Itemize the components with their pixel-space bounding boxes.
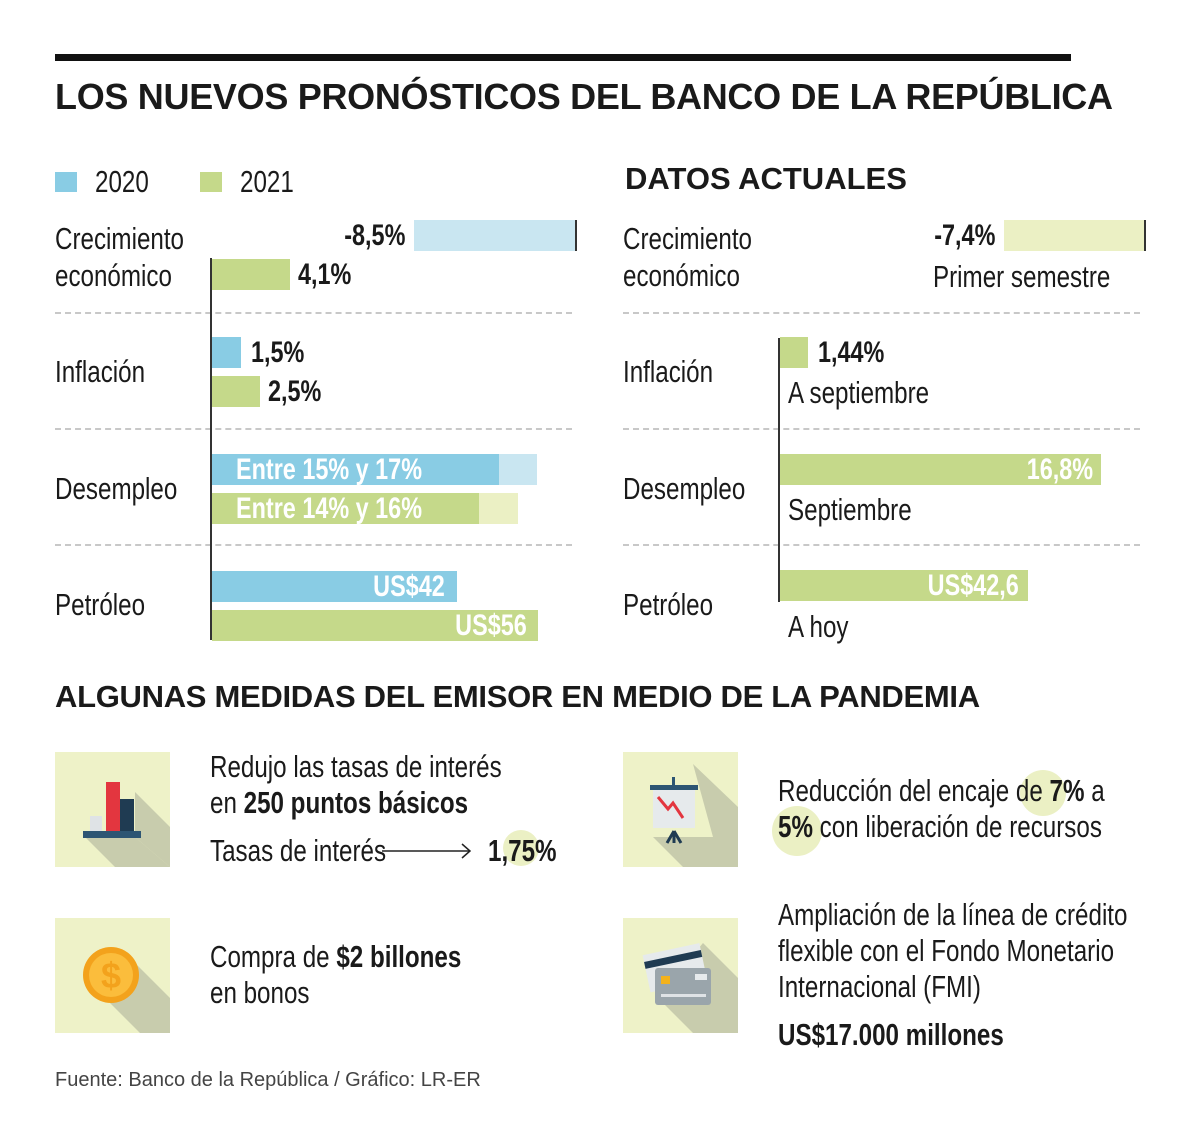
legend-swatch-2020 <box>55 172 77 192</box>
reserve-pre: Reducción del encaje de <box>778 773 1043 808</box>
measure-bonds: Compra de $2 billones en bonos <box>210 939 532 1011</box>
rates-value: 1,75% <box>488 833 557 868</box>
top-rule <box>55 54 1071 61</box>
arrow-right-icon <box>382 843 472 859</box>
credit-card-icon <box>623 918 738 1033</box>
bar-unemployment-actual <box>780 454 1101 485</box>
label-inflation-actual: 1,44% <box>817 336 884 369</box>
row-label-growth: Crecimiento <box>623 221 753 256</box>
divider <box>623 544 1140 546</box>
bar-inflation-actual <box>780 337 808 368</box>
divider <box>55 428 572 430</box>
bar-oil-2020 <box>212 571 457 602</box>
row-label-unemployment: Desempleo <box>55 471 178 506</box>
source-note: Fuente: Banco de la República / Gráfico:… <box>55 1069 481 1091</box>
reserve-mid: a <box>1091 773 1105 808</box>
reserve-to: 5% <box>778 809 813 844</box>
svg-text:$: $ <box>101 955 121 996</box>
row-label-growth-2: económico <box>623 258 740 293</box>
credit-line3: Internacional (FMI) <box>778 969 981 1004</box>
label-unemployment-2020: Entre 15% y 17% <box>236 453 423 486</box>
credit-line1: Ampliación de la línea de crédito <box>778 897 1128 932</box>
measure-credit: Ampliación de la línea de crédito flexib… <box>778 897 1200 1005</box>
row-label-inflation: Inflación <box>55 354 146 389</box>
bar-unemployment-2021 <box>212 493 480 524</box>
legend-swatch-2021 <box>200 172 222 192</box>
presentation-chart-icon <box>623 752 738 867</box>
label-inflation-2021: 2,5% <box>267 375 322 408</box>
label-growth-actual: -7,4% <box>934 219 996 252</box>
axis-right <box>778 338 780 602</box>
row-label-unemployment: Desempleo <box>623 471 746 506</box>
label-unemployment-2021: Entre 14% y 16% <box>236 492 423 525</box>
row-label-oil: Petróleo <box>55 587 146 622</box>
label-growth-2021: 4,1% <box>298 258 352 291</box>
note-growth: Primer semestre <box>933 259 1111 294</box>
measure-reserve: Reducción del encaje de 7% a 5% con libe… <box>778 773 1197 845</box>
bar-unemployment-2020 <box>212 454 499 485</box>
row-label-growth-2: económico <box>55 258 172 293</box>
measure-rates-pre: en <box>210 785 237 820</box>
row-label-oil: Petróleo <box>623 587 714 622</box>
bar-growth-2020 <box>413 220 576 251</box>
rates-label: Tasas de interés <box>210 833 387 868</box>
measures-title: ALGUNAS MEDIDAS DEL EMISOR EN MEDIO DE L… <box>55 679 980 714</box>
divider <box>55 544 572 546</box>
bar-oil-2021 <box>212 610 539 641</box>
measure-rates-bold: 250 puntos básicos <box>243 785 469 820</box>
highlight-circle <box>772 806 822 856</box>
bar-chart-icon <box>55 752 170 867</box>
bar-inflation-2021 <box>212 376 260 407</box>
row-label-inflation: Inflación <box>623 354 714 389</box>
label-growth-2020: -8,5% <box>344 219 406 252</box>
bar-inflation-2020 <box>212 337 241 368</box>
label-oil-2020: US$42 <box>373 570 445 603</box>
note-unemployment: Septiembre <box>788 492 912 527</box>
label-oil-actual: US$42,6 <box>927 569 1019 602</box>
reserve-from: 7% <box>1049 773 1085 808</box>
note-inflation: A septiembre <box>788 375 930 410</box>
zero-tick <box>1144 220 1146 251</box>
bonds-line2: en bonos <box>210 975 310 1010</box>
label-unemployment-actual: 16,8% <box>1026 453 1093 486</box>
page-title: LOS NUEVOS PRONÓSTICOS DEL BANCO DE LA R… <box>55 76 1113 117</box>
credit-line2: flexible con el Fondo Monetario <box>778 933 1115 968</box>
bar-oil-actual <box>780 570 1029 601</box>
bar-growth-actual <box>1003 220 1145 251</box>
label-oil-2021: US$56 <box>454 609 527 642</box>
measure-rates: Redujo las tasas de interés en 250 punto… <box>210 749 584 821</box>
row-label-growth: Crecimiento <box>55 221 185 256</box>
zero-tick <box>575 220 577 251</box>
highlight-circle <box>1020 770 1066 816</box>
bonds-bold: $2 billones <box>336 939 462 974</box>
highlight-circle <box>503 830 539 866</box>
dollar-coin-icon: $ <box>55 918 170 1033</box>
measure-rates-line1: Redujo las tasas de interés <box>210 749 502 784</box>
bonds-pre: Compra de <box>210 939 330 974</box>
divider <box>55 312 572 314</box>
bar-growth-2021 <box>212 259 291 290</box>
divider <box>623 312 1140 314</box>
credit-amount: US$17.000 millones <box>778 1017 1004 1052</box>
actual-title: DATOS ACTUALES <box>625 161 907 196</box>
label-inflation-2020: 1,5% <box>250 336 304 369</box>
legend-label-2021: 2021 <box>240 164 294 199</box>
legend-label-2020: 2020 <box>95 164 149 199</box>
reserve-post: con liberación de recursos <box>819 809 1102 844</box>
divider <box>623 428 1140 430</box>
axis-left <box>210 258 212 640</box>
note-oil: A hoy <box>788 609 849 644</box>
